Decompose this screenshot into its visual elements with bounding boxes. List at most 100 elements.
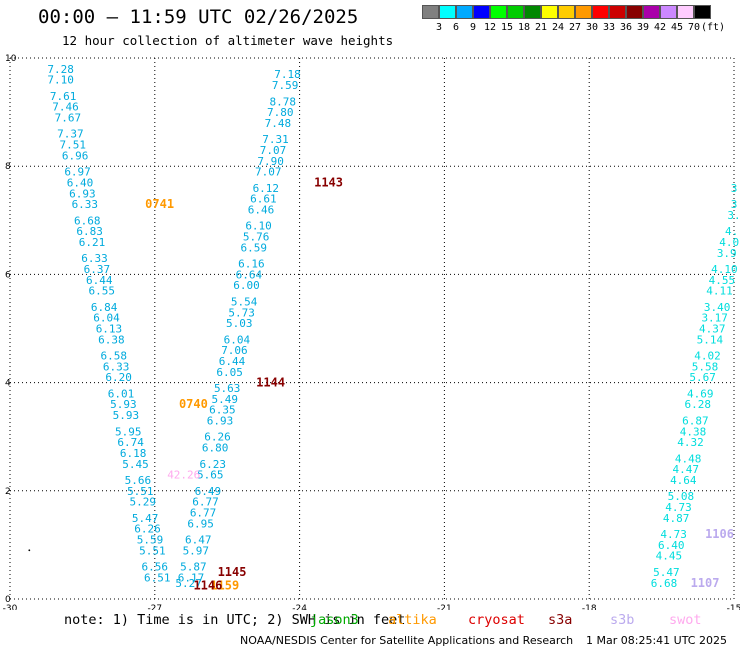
satellite-label-s3b: s3b <box>610 612 635 628</box>
wave-height-label: 6.20 <box>105 371 132 384</box>
pass-time-label: 1144 <box>256 376 285 390</box>
pass-time-label: 1106 <box>705 527 734 541</box>
wave-height-label: 6.46 <box>248 203 275 216</box>
pass-time-label: 1159 <box>210 578 239 592</box>
wave-height-label: 7.67 <box>55 112 82 125</box>
satellite-label-swot: swot <box>669 612 702 628</box>
wave-height-label: 6.16 <box>238 258 265 271</box>
wave-height-label: 4.0 <box>719 236 739 249</box>
wave-height-label: 5.51 <box>139 544 166 557</box>
wave-height-label: 6.68 <box>74 214 101 227</box>
legend-swatch <box>422 5 439 19</box>
wave-height-label: 4.10 <box>711 263 738 276</box>
wave-height-label: 6.96 <box>62 149 89 162</box>
pass-time-label: 0741 <box>145 197 174 211</box>
pass-time-label: 1145 <box>218 565 247 579</box>
wave-height-label: 7.37 <box>57 128 84 141</box>
y-tick-label: 6 <box>5 270 11 280</box>
wave-height-label: 6.04 <box>224 333 251 346</box>
wave-height-label: 5.45 <box>122 458 149 471</box>
wave-height-label: 4.11 <box>706 285 733 298</box>
wave-height-label: 6.58 <box>101 350 128 363</box>
wave-height-label: 5.47 <box>132 512 159 525</box>
wave-height-label: 5.54 <box>231 295 258 308</box>
wave-height-label: 6.59 <box>240 241 267 254</box>
generation-timestamp: 1 Mar 08:25:41 UTC 2025 <box>586 634 727 647</box>
legend-label: 12 <box>483 22 497 33</box>
wave-height-label: 6.95 <box>187 517 214 530</box>
legend-label: 42 <box>653 22 667 33</box>
wave-height-label: 5.14 <box>697 333 724 346</box>
wave-height-label: 6.93 <box>69 187 96 200</box>
wave-height-label: 7.06 <box>221 344 248 357</box>
wave-height-label: 6.47 <box>185 533 212 546</box>
legend-unit: (ft) <box>701 22 726 33</box>
wave-height-label: 4.55 <box>709 274 736 287</box>
legend-label: 9 <box>469 22 477 33</box>
wave-height-label: 4.87 <box>663 512 690 525</box>
legend-label: 45 <box>670 22 684 33</box>
legend-label: 36 <box>619 22 633 33</box>
y-tick-label: 4 <box>5 379 11 389</box>
y-tick-label: 2 <box>5 487 11 497</box>
wave-height-label: 6.05 <box>216 366 243 379</box>
legend-swatch <box>541 5 558 19</box>
wave-height-label: 3.9 <box>717 247 737 260</box>
wave-height-label: 6.04 <box>93 312 120 325</box>
wave-height-label: 5.93 <box>110 398 137 411</box>
legend-swatch <box>558 5 575 19</box>
wave-height-label: 7.28 <box>47 63 74 76</box>
legend-swatch <box>643 5 660 19</box>
wave-height-label: 7.31 <box>262 133 289 146</box>
legend-swatch <box>626 5 643 19</box>
wave-height-label: 6.93 <box>207 414 234 427</box>
wave-height-label: 4.45 <box>656 550 683 563</box>
wave-height-label: 6.38 <box>98 333 125 346</box>
y-tick-label: 8 <box>5 162 11 172</box>
wave-height-label: 6.51 <box>144 571 171 584</box>
wave-height-label: 5.87 <box>180 561 207 574</box>
pass-time-label: 1146 <box>193 578 222 592</box>
wave-height-label: 6.40 <box>658 539 685 552</box>
legend-swatch <box>575 5 592 19</box>
wave-height-label: 6.40 <box>67 176 94 189</box>
wave-height-label: 5.51 <box>127 485 154 498</box>
wave-height-label: 5.65 <box>197 469 224 482</box>
wave-height-label: 4.73 <box>660 528 687 541</box>
wave-height-label: 6.44 <box>219 355 246 368</box>
footer-note: note: 1) Time is in UTC; 2) SWH is in fe… <box>64 612 406 628</box>
wave-height-label: 7.07 <box>260 144 287 157</box>
wave-height-label: 6.26 <box>204 431 231 444</box>
wave-height-label: 4.64 <box>670 474 697 487</box>
legend-label: 24 <box>551 22 565 33</box>
wave-height-label: 4.48 <box>675 452 702 465</box>
x-tick-label: -21 <box>437 604 452 610</box>
legend-label: 27 <box>568 22 582 33</box>
legend-label: 3 <box>435 22 443 33</box>
wave-height-label: 6.10 <box>245 220 272 233</box>
wave-height-label: 5.97 <box>183 544 210 557</box>
wave-height-label: 5.73 <box>228 306 255 319</box>
wave-height-label: 5.27 <box>175 577 202 590</box>
x-tick-label: -24 <box>292 604 307 610</box>
wave-height-label: 4.38 <box>680 425 707 438</box>
y-tick-label: 0 <box>5 595 11 605</box>
wave-height-label: 6.01 <box>108 387 135 400</box>
wave-height-label: 6.87 <box>682 414 709 427</box>
wave-height-label: 5.93 <box>113 409 140 422</box>
wave-height-label: 6.23 <box>199 458 226 471</box>
legend-swatch <box>524 5 541 19</box>
wave-height-label: 7.80 <box>267 106 294 119</box>
wave-height-label: 7.51 <box>59 139 86 152</box>
data-dot <box>28 549 31 552</box>
satellite-label-altika: altika <box>388 612 437 628</box>
wave-height-label: 7.07 <box>255 166 282 179</box>
wave-height-label: 5.58 <box>692 360 719 373</box>
wave-height-plot: -30 -27 -24 -21 -18 -1502468107.287.107.617.4… <box>3 54 740 610</box>
wave-height-label: 42.26 <box>167 469 200 482</box>
legend-label: 70 <box>687 22 701 33</box>
pass-time-label: 1143 <box>314 175 343 189</box>
satellite-label-jason3: jason3 <box>310 612 359 628</box>
wave-height-label: 5.49 <box>212 393 239 406</box>
wave-height-label: 4.02 <box>694 350 721 363</box>
